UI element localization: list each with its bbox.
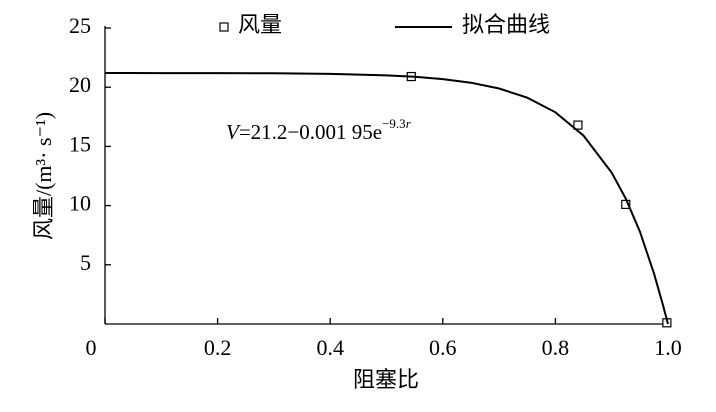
x-axis-label: 阻塞比 [353,367,419,392]
x-tick-label: 0.2 [204,335,232,360]
y-tick-label: 10 [69,191,91,216]
y-tick-label: 25 [69,13,91,38]
annotation-part: r [406,116,412,131]
annotation-part: V [226,120,241,144]
y-tick-label: 20 [69,72,91,97]
x-tick-label: 0 [86,335,97,360]
y-axis-label: 风量/(m³· s⁻¹) [31,112,56,240]
data-point [573,120,583,130]
x-tick-label: 0.8 [542,335,570,360]
y-tick-label: 15 [69,131,91,156]
x-tick-label: 1.0 [654,335,682,360]
x-tick-label: 0.4 [316,335,344,360]
legend-marker [219,22,229,32]
legend-label: 拟合曲线 [462,12,550,37]
x-tick-label: 0.6 [429,335,457,360]
annotation-part: −9.3 [382,116,406,131]
annotation-part: =21.2−0.001 95e [239,120,382,144]
fit-line [104,72,669,325]
annotation: V=21.2−0.001 95e−9.3r [226,116,412,144]
legend-label: 风量 [238,12,282,37]
y-tick-label: 5 [80,250,91,275]
